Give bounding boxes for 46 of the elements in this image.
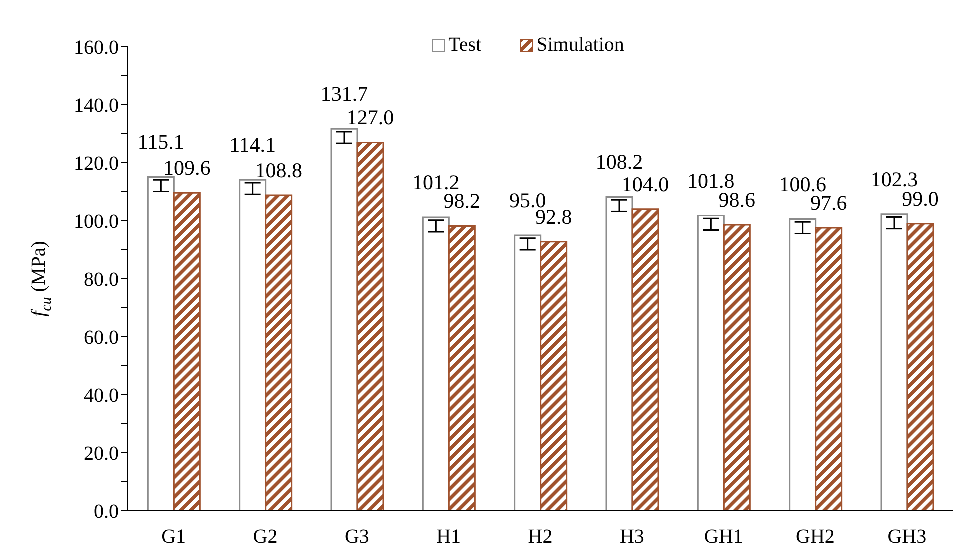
data-label: 108.8 — [255, 158, 302, 182]
y-tick-label: 160.0 — [74, 37, 119, 60]
bar — [906, 223, 934, 511]
bar — [422, 216, 450, 511]
x-tick-label: G1 — [162, 526, 186, 548]
y-tick-label: 40.0 — [84, 385, 119, 408]
y-tick-label: 80.0 — [84, 269, 119, 292]
bar — [632, 208, 660, 511]
bar — [697, 215, 725, 511]
bar — [330, 128, 358, 511]
data-label: 104.0 — [622, 172, 670, 196]
x-tick-label: GH1 — [704, 526, 744, 548]
bar — [789, 218, 817, 511]
bar — [356, 142, 384, 511]
bar — [880, 214, 908, 511]
y-tick-label: 100.0 — [74, 211, 119, 234]
y-tick-label: 140.0 — [74, 95, 119, 118]
bar — [239, 179, 267, 511]
y-tick-label: 60.0 — [84, 327, 119, 350]
bar — [540, 241, 568, 511]
bar — [173, 192, 201, 511]
x-tick-label: H3 — [620, 526, 644, 548]
data-label: 131.7 — [320, 82, 368, 106]
y-tick-label: 0.0 — [94, 501, 119, 524]
data-label: 109.6 — [164, 156, 211, 180]
y-tick-label: 20.0 — [84, 443, 119, 466]
y-tick-label: 120.0 — [74, 153, 119, 176]
x-tick-label: GH2 — [796, 526, 835, 548]
data-label: 115.1 — [138, 130, 184, 154]
bar — [815, 227, 843, 511]
legend-label: Test — [448, 34, 482, 57]
bar — [606, 196, 634, 511]
bar — [265, 194, 293, 511]
legend-label: Simulation — [536, 34, 624, 57]
bar — [448, 225, 476, 511]
x-tick-label: G2 — [253, 526, 278, 548]
x-tick-label: H1 — [436, 526, 462, 548]
data-label: 108.2 — [596, 150, 644, 174]
x-tick-label: GH3 — [888, 526, 927, 548]
bar — [147, 176, 175, 511]
bar — [514, 234, 542, 511]
bar — [723, 224, 751, 511]
data-label: 114.1 — [230, 133, 276, 158]
data-label: 127.0 — [346, 106, 394, 130]
x-tick-label: G3 — [344, 526, 370, 548]
x-tick-label: H2 — [528, 526, 553, 548]
